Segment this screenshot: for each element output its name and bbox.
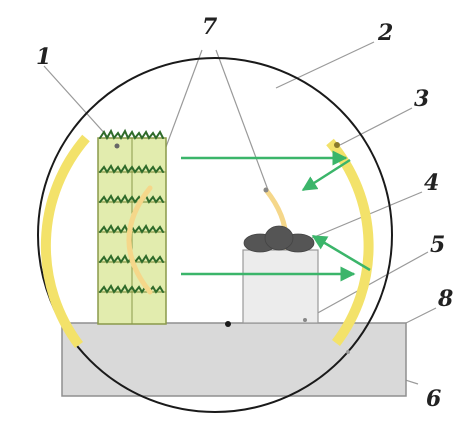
plant-row xyxy=(99,164,164,174)
callout-8: 8 xyxy=(437,286,453,312)
arc-marker-dot xyxy=(263,187,269,193)
leader-2 xyxy=(275,41,375,89)
base-block xyxy=(61,322,407,397)
base-center-dot xyxy=(225,321,231,327)
leader-3 xyxy=(339,107,413,146)
reflector-dot xyxy=(334,142,340,148)
heater-unit xyxy=(242,225,319,324)
callout-5: 5 xyxy=(430,232,445,258)
callout-1: 1 xyxy=(36,44,51,70)
heater-stones xyxy=(243,225,315,253)
faint-arc-left xyxy=(126,185,153,295)
callout-3: 3 xyxy=(414,86,429,112)
yellow-arc-left xyxy=(40,134,90,349)
plant-row xyxy=(99,284,164,294)
base-rect xyxy=(61,322,407,397)
callout-7: 7 xyxy=(202,14,218,40)
yellow-arc-right xyxy=(326,138,374,347)
rack-marker-dot xyxy=(114,143,120,149)
arrow-reflect-upper xyxy=(301,158,351,192)
outer-sphere xyxy=(37,57,393,413)
plant-row xyxy=(99,128,164,141)
light-arrows xyxy=(181,150,371,282)
arrow-reflect-lower xyxy=(311,234,371,272)
callout-2: 2 xyxy=(377,20,393,46)
leader-7b xyxy=(215,49,269,191)
plant-row xyxy=(99,194,164,204)
heater-box xyxy=(242,249,319,324)
heater-marker-dot xyxy=(303,318,307,322)
callout-6: 6 xyxy=(426,386,441,412)
stone xyxy=(264,225,294,251)
callout-4: 4 xyxy=(424,170,439,196)
base-marker-dot xyxy=(346,350,350,354)
